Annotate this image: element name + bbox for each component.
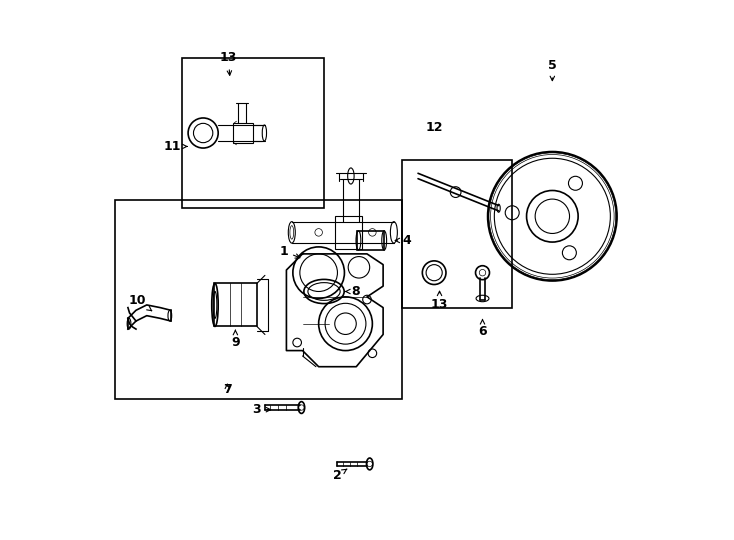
Text: 12: 12 [426,121,443,134]
Text: 13: 13 [431,291,448,312]
Bar [335,217,362,248]
Text: 7: 7 [223,383,232,396]
Text: 6: 6 [478,319,487,338]
Text: 10: 10 [129,294,152,310]
Bar [214,284,257,326]
Bar [402,160,512,308]
Text: 5: 5 [548,59,556,80]
Text: 13: 13 [219,51,237,75]
Bar [357,231,384,250]
Bar [115,200,402,399]
Text: 9: 9 [231,330,240,349]
Text: 4: 4 [395,234,412,247]
Text: 11: 11 [164,140,187,153]
Text: 2: 2 [333,469,347,482]
Text: 1: 1 [280,245,300,258]
Text: 8: 8 [345,285,360,298]
Bar [181,58,324,208]
Text: 3: 3 [252,403,271,416]
Bar [233,123,253,143]
